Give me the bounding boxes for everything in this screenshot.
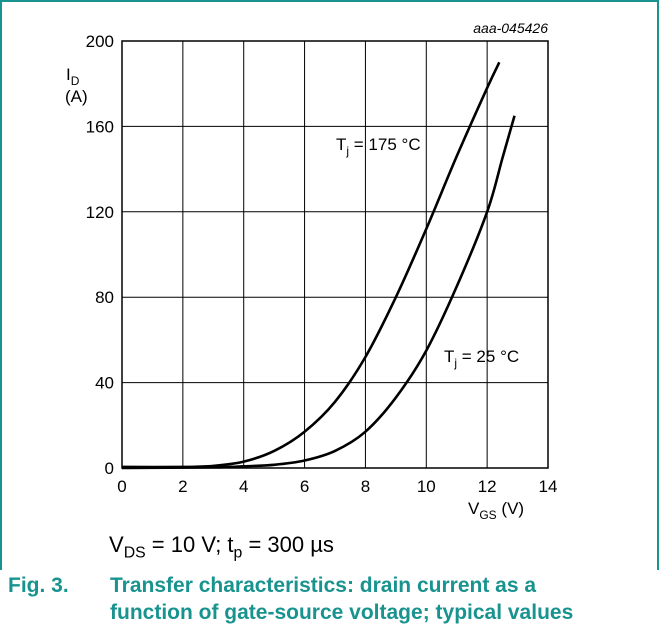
curve-tj-25c	[121, 115, 516, 470]
caption-line-1: Transfer characteristics: drain current …	[110, 574, 537, 597]
caption-line-2: function of gate-source voltage; typical…	[110, 601, 574, 624]
y-tick-label: 120	[86, 203, 114, 222]
figure-number: Fig. 3.	[8, 574, 69, 597]
x-tick-label: 0	[117, 477, 126, 496]
y-axis-unit: (A)	[65, 87, 88, 106]
figure-id: aaa-045426	[473, 20, 548, 36]
y-tick-label: 200	[86, 32, 114, 51]
x-tick-label: 8	[361, 477, 370, 496]
series-label-tj-175c: Tj = 175 °C	[336, 135, 421, 158]
y-tick-label: 80	[95, 288, 114, 307]
curve-tj-175c	[121, 61, 501, 469]
y-tick-label: 0	[105, 459, 114, 478]
y-tick-label: 40	[95, 374, 114, 393]
x-tick-label: 6	[300, 477, 309, 496]
x-tick-label: 4	[239, 477, 248, 496]
plot-area	[121, 40, 549, 469]
x-tick-label: 12	[478, 477, 497, 496]
series-label-tj-25c: Tj = 25 °C	[444, 347, 519, 370]
x-tick-label: 10	[417, 477, 436, 496]
x-axis-label: VGS (V)	[468, 499, 524, 522]
y-axis-label: ID	[66, 65, 80, 88]
y-tick-label: 160	[86, 117, 114, 136]
test-conditions: VDS = 10 V; tp = 300 µs	[109, 532, 334, 562]
x-tick-label: 2	[178, 477, 187, 496]
x-tick-label: 14	[539, 477, 558, 496]
